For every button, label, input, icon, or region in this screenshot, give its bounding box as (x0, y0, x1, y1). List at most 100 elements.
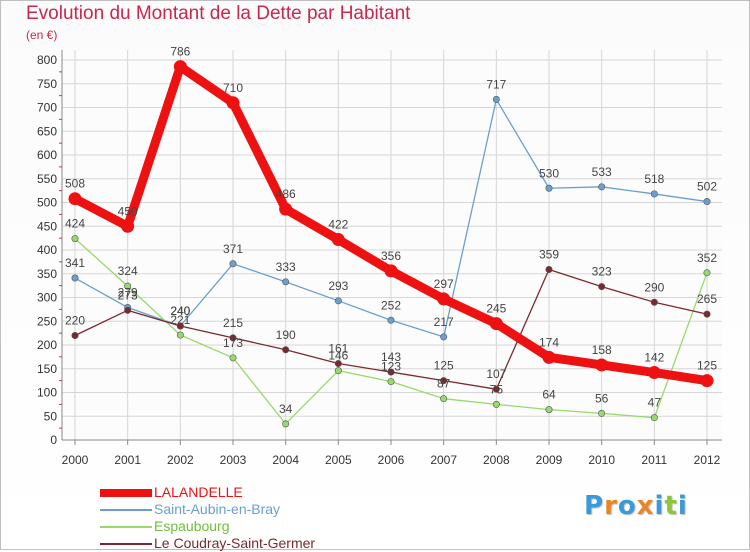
data-label: 323 (592, 265, 612, 279)
data-point (124, 306, 132, 314)
data-point (229, 334, 237, 342)
data-point (282, 420, 290, 428)
y-tick-label: 200 (37, 338, 57, 352)
legend-swatch (100, 489, 152, 497)
data-point (387, 378, 395, 386)
data-label: 297 (434, 277, 454, 291)
y-tick-label: 550 (37, 172, 57, 186)
x-tick-label: 2002 (167, 453, 194, 467)
data-label: 240 (170, 304, 190, 318)
data-label: 265 (697, 292, 717, 306)
data-point (595, 358, 609, 372)
data-point (545, 406, 553, 414)
data-label: 424 (65, 217, 85, 231)
logo-letter: r (604, 491, 618, 521)
logo-letter: i (677, 491, 688, 521)
legend-swatch (100, 543, 152, 545)
data-label: 143 (381, 350, 401, 364)
data-point (279, 202, 293, 216)
data-point (176, 322, 184, 330)
y-tick-label: 300 (37, 291, 57, 305)
data-label: 220 (65, 314, 85, 328)
data-point (331, 233, 345, 247)
y-tick-label: 50 (44, 409, 58, 423)
data-label: 333 (276, 260, 296, 274)
data-point (176, 331, 184, 339)
x-tick-label: 2006 (378, 453, 405, 467)
x-tick-label: 2007 (430, 453, 457, 467)
y-tick-label: 650 (37, 124, 57, 138)
y-tick-label: 0 (50, 433, 57, 447)
data-label: 356 (381, 249, 401, 263)
data-point (71, 331, 79, 339)
y-tick-label: 800 (37, 53, 57, 67)
x-tick-label: 2008 (483, 453, 510, 467)
x-tick-label: 2005 (325, 453, 352, 467)
data-label: 717 (486, 77, 506, 91)
data-point (542, 350, 556, 364)
data-point (703, 198, 711, 206)
data-label: 75 (490, 382, 504, 396)
data-label: 279 (118, 285, 138, 299)
logo-letter: t (664, 491, 678, 521)
data-point (229, 354, 237, 362)
data-label: 290 (644, 280, 664, 294)
data-point (440, 377, 448, 385)
legend-swatch (100, 509, 152, 511)
logo-letter: o (617, 491, 637, 521)
data-point (384, 264, 398, 278)
x-tick-label: 2003 (220, 453, 247, 467)
data-label: 710 (223, 81, 243, 95)
data-label: 190 (276, 328, 296, 342)
logo-letter: P (584, 491, 605, 521)
data-point (282, 278, 290, 286)
data-label: 502 (697, 180, 717, 194)
data-point (650, 414, 658, 422)
data-point (598, 283, 606, 291)
data-point (68, 192, 82, 206)
x-tick-label: 2009 (536, 453, 563, 467)
data-label: 47 (648, 396, 662, 410)
y-tick-label: 600 (37, 148, 57, 162)
data-label: 486 (276, 187, 296, 201)
legend-label: LALANDELLE (154, 484, 243, 500)
data-label: 174 (539, 335, 559, 349)
data-point (440, 333, 448, 341)
data-point (334, 360, 342, 368)
data-point (650, 190, 658, 198)
data-point (598, 183, 606, 191)
data-label: 221 (170, 313, 190, 327)
data-point (121, 219, 135, 233)
data-label: 273 (118, 288, 138, 302)
data-point (229, 260, 237, 268)
data-label: 324 (118, 264, 138, 278)
y-tick-label: 250 (37, 314, 57, 328)
data-point (71, 235, 79, 243)
data-point (387, 368, 395, 376)
x-tick-label: 2012 (694, 453, 721, 467)
x-tick-label: 2010 (588, 453, 615, 467)
data-label: 123 (381, 360, 401, 374)
data-point (226, 96, 240, 110)
data-point (387, 316, 395, 324)
data-point (282, 346, 290, 354)
data-label: 530 (539, 166, 559, 180)
data-point (650, 298, 658, 306)
data-label: 252 (381, 298, 401, 312)
data-label: 173 (223, 336, 243, 350)
data-point (545, 265, 553, 273)
x-tick-label: 2011 (641, 453, 667, 467)
data-point (437, 292, 451, 306)
data-point (700, 374, 714, 388)
chart-subtitle: (en €) (26, 28, 58, 42)
y-tick-label: 750 (37, 77, 57, 91)
data-label: 215 (223, 316, 243, 330)
data-label: 107 (486, 367, 506, 381)
logo-letter: i (654, 491, 665, 521)
data-point (598, 409, 606, 417)
y-tick-label: 350 (37, 267, 57, 281)
data-label: 161 (328, 342, 348, 356)
legend-label: Espaubourg (154, 518, 230, 534)
data-label: 87 (437, 377, 451, 391)
data-label: 341 (65, 256, 85, 270)
